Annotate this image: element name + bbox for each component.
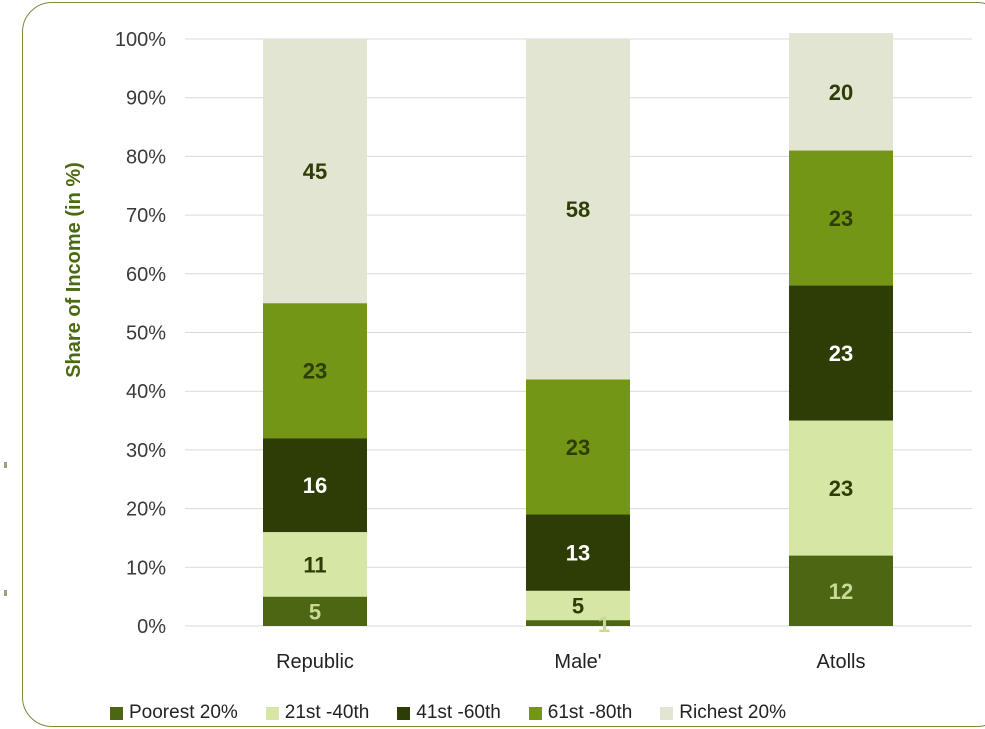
- data-label: 58: [566, 197, 590, 222]
- legend-label: 61st -80th: [547, 702, 633, 723]
- bar-segment: [263, 39, 367, 304]
- legend-item: Poorest 20%: [110, 702, 238, 724]
- edge-mark: [4, 590, 7, 596]
- bar-segment: [526, 39, 630, 380]
- legend-swatch: [110, 706, 123, 720]
- data-label: 5: [309, 599, 321, 624]
- legend-label: 41st -60th: [416, 702, 501, 723]
- data-label: 12: [829, 579, 853, 604]
- data-label: 16: [303, 473, 327, 498]
- legend-item: 41st -60th: [397, 702, 501, 724]
- data-label: 45: [303, 159, 327, 184]
- edge-mark: [4, 462, 7, 468]
- legend-label: Poorest 20%: [129, 702, 238, 723]
- bar-segment: [789, 420, 893, 556]
- x-axis-categories: Republic Male' Atolls: [276, 651, 865, 673]
- y-tick-label: 80%: [126, 146, 166, 168]
- legend-item: 21st -40th: [265, 702, 370, 724]
- legend-item: Richest 20%: [660, 702, 786, 724]
- data-label: 20: [829, 80, 853, 105]
- bar-segment: [526, 514, 630, 591]
- bar-segment: [789, 150, 893, 286]
- legend-item: 61st -80th: [528, 702, 633, 724]
- x-category-label: Republic: [276, 651, 354, 673]
- y-tick-label: 60%: [126, 264, 166, 286]
- legend-swatch: [528, 706, 542, 720]
- y-axis-ticks: 0% 10% 20% 30% 40% 50% 60% 70% 80% 90% 100%: [115, 29, 166, 638]
- bar-segment: [789, 33, 893, 151]
- y-tick-label: 0%: [137, 616, 166, 638]
- data-label: 11: [303, 552, 326, 577]
- bar-segment: [263, 438, 367, 533]
- x-category-label: Male': [554, 651, 601, 673]
- bar-segment: [263, 596, 367, 626]
- x-category-label: Atolls: [817, 651, 866, 673]
- bar-segment: [789, 555, 893, 626]
- data-label: 23: [566, 435, 590, 460]
- chart-frame: [22, 2, 985, 727]
- y-tick-label: 100%: [115, 29, 166, 51]
- legend-label: Richest 20%: [679, 702, 786, 723]
- data-label: 23: [829, 341, 853, 366]
- legend-swatch: [265, 706, 279, 720]
- data-label: 5: [572, 593, 584, 618]
- legend-swatch: [397, 706, 411, 720]
- y-tick-label: 50%: [126, 323, 166, 345]
- y-tick-label: 90%: [126, 88, 166, 110]
- bar-segment: [526, 590, 630, 621]
- data-label: 23: [829, 206, 853, 231]
- data-label: 13: [566, 541, 590, 566]
- bar-segment: [263, 532, 367, 597]
- legend-swatch: [660, 706, 674, 720]
- y-tick-label: 10%: [126, 557, 166, 579]
- y-axis-label: Share of Income (in %): [63, 162, 85, 378]
- bar-segment: [526, 620, 630, 626]
- bar-segment: [526, 379, 630, 515]
- y-tick-label: 40%: [126, 381, 166, 403]
- data-label: 1: [598, 612, 610, 637]
- data-label: 23: [303, 359, 327, 384]
- y-tick-label: 30%: [126, 440, 166, 462]
- y-tick-label: 20%: [126, 499, 166, 521]
- data-label: 23: [829, 476, 853, 501]
- bar-segment: [263, 303, 367, 439]
- y-tick-label: 70%: [126, 205, 166, 227]
- bar-segment: [789, 285, 893, 421]
- legend: Poorest 20% 21st -40th 41st -60th 61st -80t…: [110, 701, 786, 725]
- legend-label: 21st -40th: [284, 702, 370, 723]
